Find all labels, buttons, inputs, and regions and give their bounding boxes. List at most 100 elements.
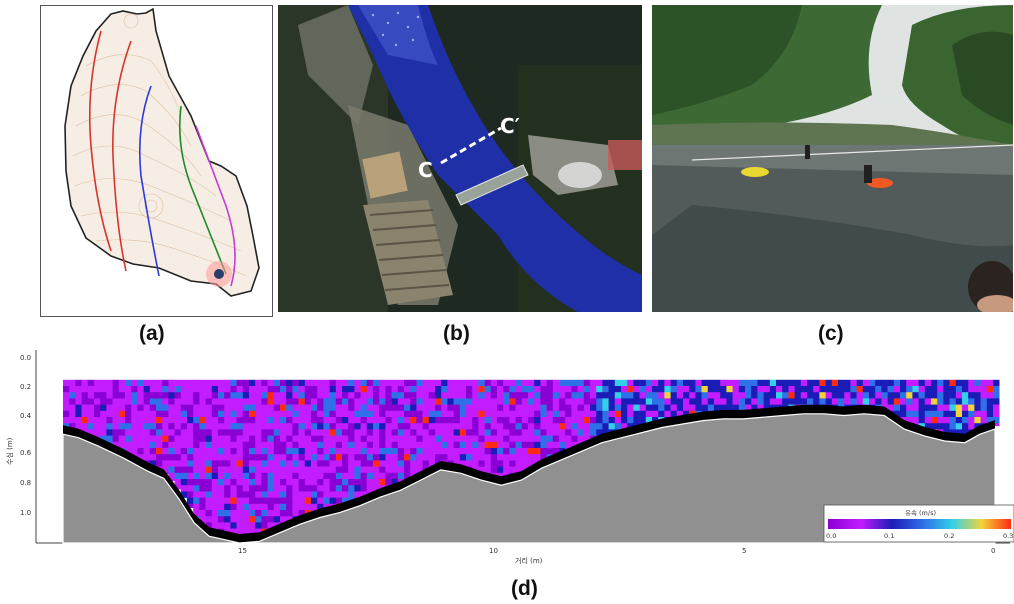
velocity-cell — [478, 460, 485, 467]
velocity-cell — [193, 503, 200, 511]
velocity-cell — [211, 516, 219, 523]
velocity-cell — [763, 392, 771, 399]
velocity-cell — [242, 448, 250, 455]
velocity-cell — [807, 386, 814, 393]
velocity-cell — [335, 448, 343, 455]
velocity-cell — [887, 379, 895, 387]
velocity-cell — [180, 429, 188, 436]
velocity-cell — [906, 392, 913, 399]
velocity-cell — [379, 423, 386, 430]
velocity-cell — [298, 392, 306, 399]
velocity-cell — [156, 435, 163, 443]
velocity-cell — [385, 454, 392, 461]
velocity-cell — [534, 379, 541, 387]
velocity-cell — [800, 398, 808, 405]
velocity-cell — [590, 379, 597, 387]
velocity-cell — [354, 485, 361, 492]
velocity-cell — [342, 404, 349, 412]
velocity-cell — [670, 404, 678, 412]
velocity-cell — [236, 460, 244, 467]
velocity-cell — [528, 392, 535, 399]
velocity-cell — [949, 423, 957, 430]
velocity-cell — [410, 386, 417, 393]
velocity-cell — [273, 485, 281, 492]
velocity-cell — [273, 429, 281, 436]
velocity-cell — [633, 417, 640, 424]
velocity-cell — [348, 454, 355, 461]
velocity-cell — [478, 466, 485, 474]
velocity-cell — [844, 379, 851, 387]
velocity-cell — [180, 404, 188, 412]
velocity-cell — [472, 410, 479, 418]
velocity-cell — [211, 448, 219, 455]
velocity-cell — [924, 417, 932, 424]
velocity-cell — [224, 460, 231, 467]
velocity-cell — [583, 398, 591, 405]
velocity-cell — [100, 379, 107, 387]
velocity-cell — [63, 386, 70, 393]
aerial-photo-panel: C C′ — [278, 5, 642, 312]
velocity-cell — [286, 435, 293, 443]
velocity-cell — [745, 392, 752, 399]
velocity-cell — [273, 466, 281, 474]
velocity-cell — [962, 423, 969, 430]
velocity-cell — [273, 423, 281, 430]
catchment-boundary — [64, 7, 260, 297]
velocity-cell — [521, 441, 529, 449]
velocity-cell — [912, 392, 919, 399]
velocity-cell — [317, 435, 324, 443]
velocity-cell — [627, 404, 634, 412]
velocity-cell — [193, 491, 200, 498]
velocity-cell — [236, 497, 244, 505]
velocity-cell — [900, 398, 907, 405]
velocity-cell — [249, 398, 256, 405]
velocity-cell — [366, 472, 374, 480]
velocity-cell — [639, 410, 647, 418]
velocity-cell — [726, 398, 733, 405]
velocity-cell — [428, 460, 436, 467]
velocity-cell — [106, 423, 113, 430]
velocity-cell — [168, 441, 175, 449]
velocity-cell — [112, 435, 120, 443]
velocity-cell — [924, 404, 932, 412]
velocity-cell — [118, 423, 126, 430]
velocity-cell — [472, 398, 479, 405]
velocity-cell — [410, 423, 417, 430]
velocity-cell — [193, 510, 200, 517]
velocity-cell — [63, 404, 70, 412]
velocity-cell — [354, 491, 361, 498]
velocity-cell — [459, 454, 467, 461]
velocity-cell — [993, 379, 1000, 387]
velocity-cell — [385, 398, 392, 405]
velocity-cell — [292, 448, 299, 455]
velocity-cell — [273, 516, 281, 523]
velocity-cell — [261, 497, 268, 505]
velocity-cell — [118, 441, 126, 449]
velocity-cell — [559, 429, 566, 436]
velocity-cell — [385, 410, 392, 418]
velocity-cell — [329, 435, 337, 443]
velocity-cell — [156, 379, 163, 387]
velocity-cell — [918, 379, 926, 387]
velocity-cell — [292, 460, 299, 467]
velocity-cell — [410, 417, 417, 424]
velocity-cell — [317, 386, 324, 393]
velocity-cell — [304, 410, 312, 418]
velocity-cell — [893, 398, 901, 405]
velocity-cell — [397, 410, 405, 418]
velocity-cell — [391, 398, 399, 405]
velocity-cell — [658, 398, 665, 405]
velocity-cell — [707, 392, 715, 399]
velocity-cell — [224, 503, 231, 511]
velocity-cell — [385, 404, 392, 412]
colorbar-tick: 0.3 — [1003, 532, 1013, 540]
velocity-cell — [850, 386, 857, 393]
velocity-cell — [143, 441, 151, 449]
velocity-section-panel: 0.0 0.2 0.4 0.6 0.8 1.0 수심 (m) 15 10 5 0… — [0, 345, 1014, 575]
velocity-cell — [590, 386, 597, 393]
velocity-cell — [342, 435, 349, 443]
velocity-cell — [118, 404, 126, 412]
velocity-cell — [311, 398, 318, 405]
velocity-cell — [143, 386, 151, 393]
velocity-cell — [149, 379, 157, 387]
